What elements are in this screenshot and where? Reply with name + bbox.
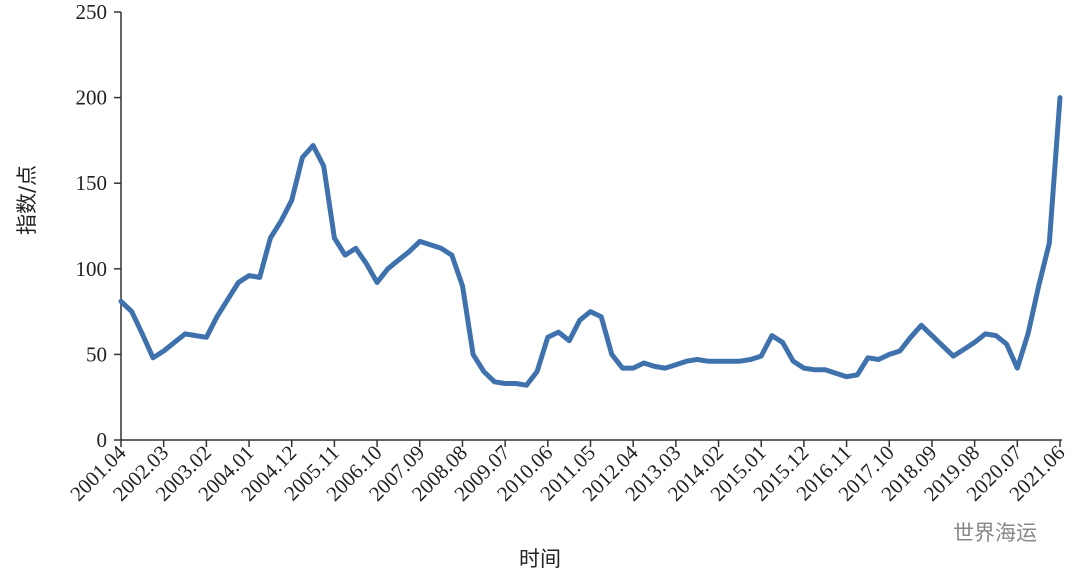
y-tick-label: 150 xyxy=(76,171,108,195)
watermark: 世界海运 xyxy=(953,521,1037,545)
y-tick-label: 200 xyxy=(76,86,108,110)
y-axis-label: 指数/点 xyxy=(15,165,39,235)
line-series xyxy=(118,95,1063,388)
x-axis-label: 时间 xyxy=(519,547,561,571)
y-tick-label: 50 xyxy=(86,342,107,366)
y-tick-label: 250 xyxy=(76,0,108,24)
y-tick-label: 100 xyxy=(76,257,108,281)
y-tick-label: 0 xyxy=(97,428,108,452)
